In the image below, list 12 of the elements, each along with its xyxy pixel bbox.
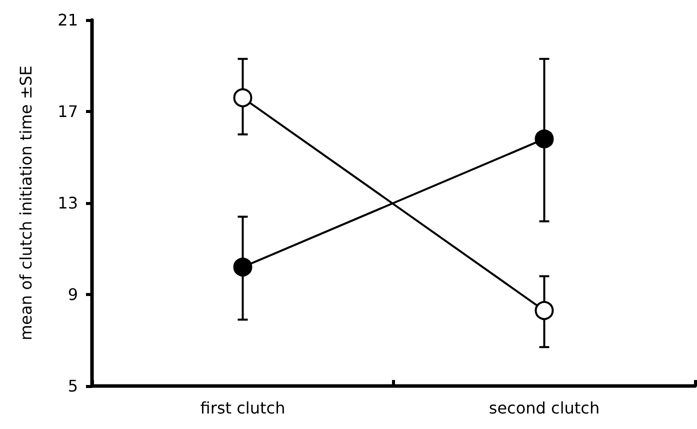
y-tick-label: 9: [68, 285, 78, 304]
y-tick-label: 21: [58, 10, 78, 30]
x-tick-label: first clutch: [200, 398, 286, 418]
y-tick-label: 5: [68, 376, 78, 396]
point: [534, 129, 554, 148]
x-tick-label: second clutch: [488, 398, 600, 418]
point: [233, 88, 252, 108]
point: [233, 258, 252, 277]
y-axis-title: mean of clutch initiation time ±SE: [16, 66, 36, 340]
point: [534, 301, 554, 320]
y-tick-label: 17: [58, 102, 78, 121]
y-tick-label: 13: [58, 194, 78, 212]
